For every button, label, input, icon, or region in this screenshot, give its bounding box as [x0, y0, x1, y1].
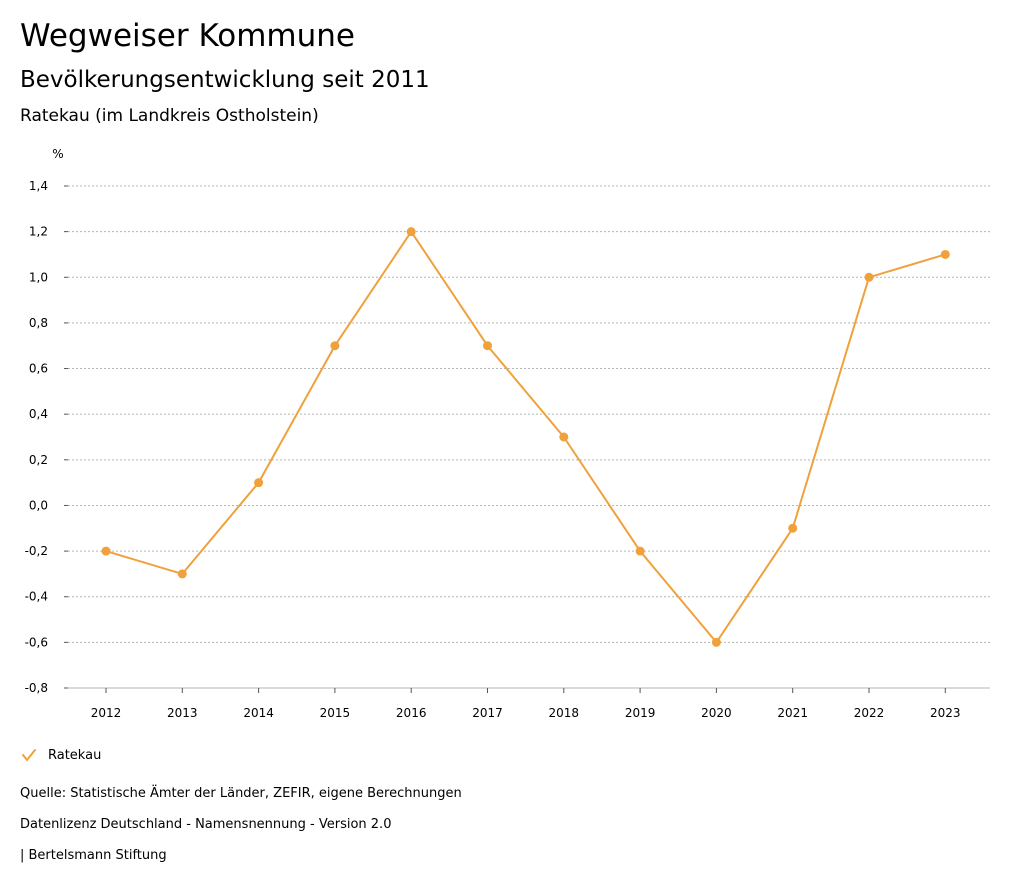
series-ratekau: [101, 227, 950, 647]
data-point[interactable]: [177, 569, 187, 579]
x-tick-label: 2014: [243, 706, 274, 720]
x-tick-label: 2018: [549, 706, 580, 720]
y-tick-label: 0,8: [29, 316, 48, 330]
x-tick-label: 2017: [472, 706, 503, 720]
x-tick-label: 2016: [396, 706, 427, 720]
data-point[interactable]: [101, 546, 111, 556]
data-point[interactable]: [254, 478, 264, 488]
x-axis-ticks: 2012 2013 2014 2015 2016 2017 2018 2019 2020 2021…: [68, 687, 990, 720]
y-tick-label: 0,4: [29, 407, 48, 421]
data-point[interactable]: [483, 341, 492, 351]
y-tick-label: 1,0: [29, 270, 48, 284]
y-axis-ticks: -0,8 -0,6 -0,4 -0,2 0,0 0,2 0,4 0,6 0,8 1,0 1,2 1,4: [25, 179, 68, 695]
data-point[interactable]: [788, 523, 798, 533]
check-icon: [22, 749, 36, 761]
y-tick-label: -0,4: [25, 590, 48, 604]
y-tick-label: 1,2: [29, 225, 48, 239]
license-note: Datenlizenz Deutschland - Namensnennung …: [20, 817, 392, 832]
publisher-note: | Bertelsmann Stiftung: [20, 848, 167, 863]
x-tick-label: 2020: [701, 706, 732, 720]
y-tick-label: -0,8: [25, 681, 48, 695]
x-tick-label: 2022: [854, 706, 885, 720]
y-tick-label: 1,4: [29, 179, 48, 193]
x-tick-label: 2023: [930, 706, 961, 720]
y-tick-label: 0,0: [29, 498, 48, 512]
source-note: Quelle: Statistische Ämter der Länder, Z…: [20, 786, 462, 801]
x-tick-label: 2021: [777, 706, 808, 720]
data-point[interactable]: [711, 637, 721, 647]
grid-lines: [68, 185, 990, 689]
data-point[interactable]: [330, 341, 340, 351]
x-tick-label: 2012: [91, 706, 122, 720]
data-point[interactable]: [940, 249, 950, 259]
x-tick-label: 2015: [320, 706, 351, 720]
location-subtitle: Ratekau (im Landkreis Ostholstein): [20, 106, 319, 126]
x-tick-label: 2019: [625, 706, 656, 720]
legend-label: Ratekau: [48, 747, 102, 763]
y-tick-label: 0,6: [29, 362, 48, 376]
data-point[interactable]: [559, 432, 569, 442]
legend[interactable]: Ratekau: [22, 744, 101, 766]
line-chart: -0,8 -0,6 -0,4 -0,2 0,0 0,2 0,4 0,6 0,8 1,0 1,2 1,4…: [25, 147, 990, 720]
data-point[interactable]: [406, 227, 416, 237]
y-tick-label: -0,6: [25, 635, 48, 649]
page-title: Wegweiser Kommune: [20, 18, 355, 54]
y-tick-label: -0,2: [25, 544, 48, 558]
x-tick-label: 2013: [167, 706, 198, 720]
series-line: [105, 230, 946, 644]
data-point[interactable]: [635, 546, 645, 556]
data-point[interactable]: [864, 272, 874, 282]
y-axis-unit-label: %: [52, 147, 63, 161]
y-tick-label: 0,2: [29, 453, 48, 467]
chart-subtitle: Bevölkerungsentwicklung seit 2011: [20, 67, 430, 93]
